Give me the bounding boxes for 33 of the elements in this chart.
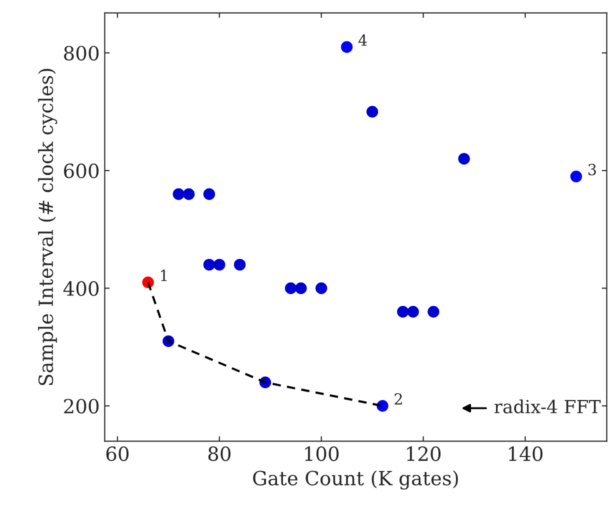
annotation: 4 xyxy=(358,34,367,46)
y-tick-label: 600 xyxy=(64,164,99,178)
annotation: 2 xyxy=(394,393,402,405)
y-tick-label: 800 xyxy=(64,46,99,61)
x-tick-label: 120 xyxy=(407,446,441,462)
point xyxy=(376,400,388,412)
y-axis-title: Sample Interval (# clock cycles) xyxy=(38,68,58,386)
point xyxy=(295,282,307,294)
x-axis-title: Gate Count (K gates) xyxy=(253,470,458,490)
point xyxy=(203,258,216,271)
x-tick-label: 140 xyxy=(509,446,542,462)
x-tick-label: 60 xyxy=(106,446,129,462)
point xyxy=(234,258,246,271)
point xyxy=(340,41,353,53)
point xyxy=(182,188,195,200)
point xyxy=(428,306,440,318)
y-tick-label: 200 xyxy=(64,398,99,414)
y-tick-label: 400 xyxy=(63,281,99,296)
point xyxy=(397,306,409,318)
point xyxy=(214,258,226,271)
point xyxy=(172,188,184,200)
point xyxy=(458,152,470,165)
annotation: 1 xyxy=(161,270,167,281)
point xyxy=(315,282,328,294)
point xyxy=(407,306,419,318)
annotation: radix-4 FFT xyxy=(494,399,601,414)
point xyxy=(284,282,297,294)
point xyxy=(366,106,378,118)
x-tick-label: 80 xyxy=(208,446,230,462)
annotation: 3 xyxy=(588,164,596,176)
point xyxy=(570,170,582,182)
point xyxy=(203,188,216,200)
x-tick-label: 100 xyxy=(305,446,339,462)
